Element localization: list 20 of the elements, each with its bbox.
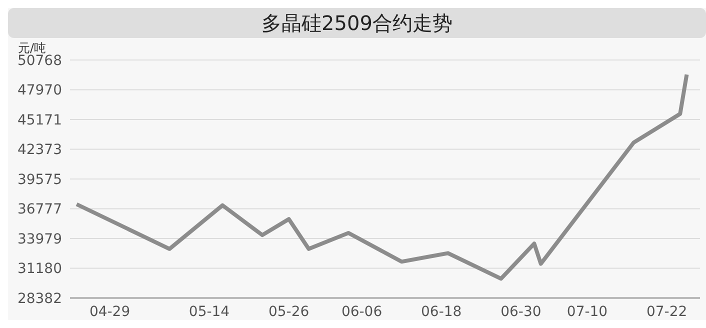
x-tick-label: 07-10 <box>566 304 608 320</box>
x-tick-label: 05-26 <box>268 304 310 320</box>
y-tick-label: 47970 <box>17 82 62 99</box>
y-tick-label: 33979 <box>17 231 62 248</box>
line-series <box>74 72 689 281</box>
y-tick-label: 31180 <box>17 261 62 278</box>
chart-title: 多晶硅2509合约走势 <box>8 8 706 38</box>
x-tick-label: 06-30 <box>500 304 542 320</box>
x-tick-label: 04-29 <box>89 304 130 320</box>
x-tick-label: 06-18 <box>421 304 462 320</box>
x-tick-label: 07-22 <box>646 304 688 320</box>
y-tick-label: 42373 <box>17 142 62 158</box>
x-tick-label: 06-06 <box>341 304 382 320</box>
y-tick-label: 50768 <box>17 52 62 69</box>
y-tick-label: 39575 <box>17 172 62 188</box>
y-tick-label: 28382 <box>17 290 62 307</box>
x-tick-label: 05-14 <box>188 304 230 320</box>
y-axis-title: 元/吨 <box>18 40 46 55</box>
y-tick-label: 45171 <box>17 112 62 128</box>
y-tick-label: 36777 <box>17 202 62 218</box>
